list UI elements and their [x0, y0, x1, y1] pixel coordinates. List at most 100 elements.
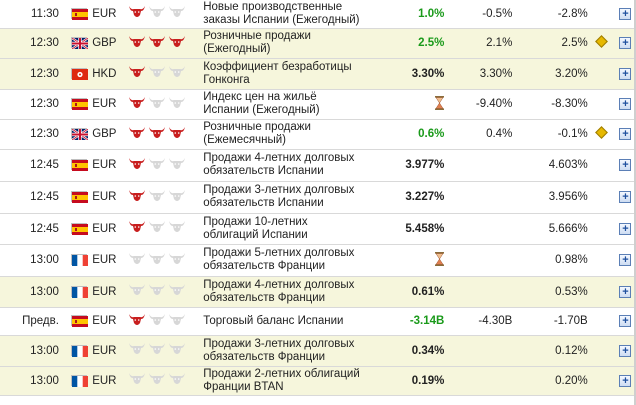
plus-icon[interactable]: + [619, 159, 632, 171]
table-row[interactable]: 13:00 EUR Продажи 4-летних долговых обязат… [0, 276, 636, 308]
importance-rating [127, 213, 204, 245]
importance-rating [127, 28, 204, 59]
actual-cell: 0.34% [364, 335, 448, 367]
event-name[interactable]: Продажи 3-летних долговых обязательств Ф… [203, 335, 365, 367]
event-name[interactable]: Продажи 5-летних долговых обязательств Ф… [203, 244, 365, 277]
plus-icon[interactable]: + [619, 128, 632, 140]
importance-rating [127, 0, 204, 29]
event-name[interactable]: Торговый баланс Испании [203, 307, 365, 336]
plus-icon[interactable]: + [619, 191, 632, 203]
add-event-cell[interactable]: + [614, 149, 636, 182]
bull-icon [148, 5, 166, 22]
event-name[interactable]: Продажи 2-летних облигаций Франции BTAN [203, 366, 365, 396]
table-row[interactable]: 11:30 EUR Новые производственные заказы Ис… [0, 0, 636, 29]
currency-code: EUR [92, 213, 128, 245]
add-event-cell[interactable]: + [614, 366, 636, 396]
plus-icon[interactable]: + [619, 344, 632, 357]
add-event-cell[interactable]: + [614, 244, 636, 277]
revised-cell [587, 119, 615, 150]
event-name[interactable]: Продажи 10-летних облигаций Испании [203, 213, 365, 245]
currency-code: GBP [92, 28, 128, 59]
add-event-cell[interactable]: + [614, 119, 636, 150]
bull-icon [128, 5, 146, 22]
importance-rating [127, 366, 204, 396]
event-time: 12:30 [0, 89, 65, 120]
country-flag-icon [64, 307, 93, 336]
table-row[interactable]: 12:45 EUR Продажи 4-летних долговых обязат… [0, 149, 636, 182]
actual-cell: 0.61% [364, 276, 448, 308]
add-event-cell[interactable]: + [614, 28, 636, 59]
revised-cell [587, 149, 615, 182]
importance-rating [127, 244, 204, 277]
plus-icon[interactable]: + [619, 254, 632, 266]
add-event-cell[interactable]: + [614, 181, 636, 214]
table-row[interactable]: 12:45 EUR Продажи 3-летних долговых обязат… [0, 181, 636, 214]
event-name[interactable]: Продажи 4-летних долговых обязательств Ф… [203, 276, 365, 308]
actual-cell [364, 89, 448, 120]
event-time: Предв. [0, 307, 65, 336]
table-row[interactable]: 12:30 GBP Розничные продажи (Ежемесячный) 0… [0, 119, 636, 150]
forecast-value [447, 335, 513, 367]
previous-value: 5.666% [512, 213, 588, 245]
add-event-cell[interactable]: + [614, 58, 636, 90]
previous-value: 4.603% [512, 149, 588, 182]
bull-icon [168, 372, 186, 389]
event-time: 12:45 [0, 213, 65, 245]
add-event-cell[interactable]: + [614, 89, 636, 120]
bull-icon [168, 189, 186, 206]
event-name[interactable]: Продажи 4-летних долговых обязательств И… [203, 149, 365, 182]
event-name[interactable]: Новые производственные заказы Испании (Е… [203, 0, 365, 29]
plus-icon[interactable]: + [619, 285, 632, 298]
plus-icon[interactable]: + [619, 7, 632, 20]
importance-rating [127, 335, 204, 367]
plus-icon[interactable]: + [619, 315, 632, 327]
add-event-cell[interactable]: + [614, 213, 636, 245]
table-row[interactable]: 13:00 EUR Продажи 2-летних облигаций Франц… [0, 366, 636, 396]
bull-icon [148, 342, 166, 359]
event-name[interactable]: Индекс цен на жильё Испании (Ежегодный) [203, 89, 365, 120]
add-event-cell[interactable]: + [614, 276, 636, 308]
event-name[interactable]: Розничные продажи (Ежегодный) [203, 28, 365, 59]
event-time: 13:00 [0, 276, 65, 308]
add-event-cell[interactable]: + [614, 307, 636, 336]
currency-code: EUR [92, 149, 128, 182]
table-row[interactable]: 13:00 EUR Продажи 5-летних долговых обязат… [0, 244, 636, 277]
table-row[interactable]: 12:45 EUR Продажи 10-летних облигаций Испа… [0, 213, 636, 245]
table-row[interactable]: 12:30 GBP Розничные продажи (Ежегодный) 2.5… [0, 28, 636, 59]
bull-icon [168, 65, 186, 82]
plus-icon[interactable]: + [619, 222, 632, 235]
event-time: 12:30 [0, 119, 65, 150]
bull-icon [148, 189, 166, 206]
table-row[interactable]: Предв. EUR Торговый баланс Испании -3.14B -4… [0, 307, 636, 336]
event-time: 12:30 [0, 58, 65, 90]
event-time: 12:45 [0, 149, 65, 182]
bull-icon [148, 220, 166, 237]
plus-icon[interactable]: + [619, 37, 632, 49]
bull-icon [168, 35, 186, 52]
bull-icon [128, 283, 146, 300]
bull-icon [168, 220, 186, 237]
importance-rating [127, 181, 204, 214]
event-name[interactable]: Продажи 3-летних долговых обязательств И… [203, 181, 365, 214]
bull-icon [148, 35, 166, 52]
actual-cell: 3.977% [364, 149, 448, 182]
plus-icon[interactable]: + [619, 98, 632, 110]
previous-value: -0.1% [512, 119, 588, 150]
plus-icon[interactable]: + [619, 374, 632, 387]
event-name[interactable]: Розничные продажи (Ежемесячный) [203, 119, 365, 150]
scrollbar-edge[interactable] [634, 0, 636, 405]
country-flag-icon [64, 244, 93, 277]
add-event-cell[interactable]: + [614, 335, 636, 367]
add-event-cell[interactable]: + [614, 0, 636, 29]
previous-value: 0.20% [512, 366, 588, 396]
event-name[interactable]: Коэффициент безработицы Гонконга [203, 58, 365, 90]
table-row[interactable]: 12:30 HKD Коэффициент безработицы Гонконга… [0, 58, 636, 90]
plus-icon[interactable]: + [619, 67, 632, 80]
actual-cell: 5.458% [364, 213, 448, 245]
country-flag-icon [64, 181, 93, 214]
currency-code: EUR [92, 366, 128, 396]
importance-rating [127, 119, 204, 150]
table-row[interactable]: 12:30 EUR Индекс цен на жильё Испании (Еже… [0, 89, 636, 120]
table-row[interactable]: 13:00 EUR Продажи 3-летних долговых обязат… [0, 335, 636, 367]
country-flag-icon [64, 28, 93, 59]
